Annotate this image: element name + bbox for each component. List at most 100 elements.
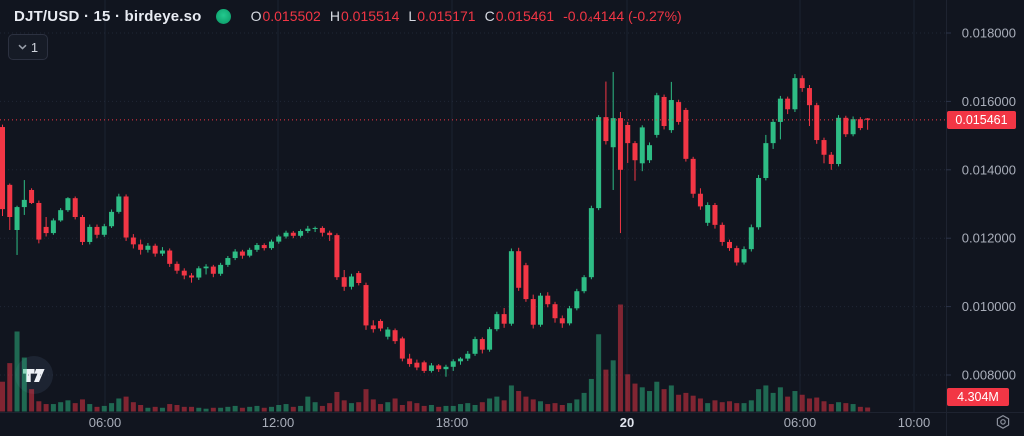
volume-bar (814, 397, 820, 412)
volume-bar (247, 406, 253, 412)
volume-bar (806, 398, 812, 412)
volume-bar (0, 381, 5, 412)
candle-down (690, 158, 696, 194)
volume-bar (857, 406, 863, 412)
volume-bar (298, 405, 304, 412)
candle-down (174, 263, 180, 271)
candle-up (458, 358, 464, 362)
candle-down (712, 205, 718, 225)
candle-up (385, 329, 391, 337)
volume-bar (356, 402, 362, 412)
settings-button[interactable] (991, 411, 1015, 433)
volume-bar (123, 396, 129, 412)
candle-down (828, 154, 834, 164)
volume-bar (7, 363, 13, 412)
volume-bar (203, 408, 209, 412)
candle-up (283, 232, 289, 237)
volume-bar (43, 404, 49, 412)
candle-up (428, 365, 434, 371)
status-dot (215, 8, 231, 24)
candle-down (363, 285, 369, 326)
volume-bar (334, 391, 340, 412)
candle-down (152, 245, 158, 254)
volume-bar (428, 404, 434, 412)
candle-down (421, 362, 427, 371)
interval-dropdown-button[interactable]: 1 (8, 34, 48, 60)
volume-bar (261, 407, 267, 412)
legend-low: L 0.015171 (408, 8, 475, 24)
ohlc-legend: O 0.015502 H 0.015514 L 0.015171 C 0.015… (251, 8, 682, 24)
volume-bar (232, 405, 238, 412)
candle-down (814, 105, 820, 141)
volume-bar (719, 402, 725, 412)
volume-bar (828, 404, 834, 412)
volume-bar (21, 357, 27, 412)
time-axis-label: 12:00 (262, 415, 295, 430)
volume-bar (407, 401, 413, 412)
symbol-title[interactable]: DJT/USD · 15 · birdeye.so (14, 7, 202, 25)
volume-bar (159, 407, 165, 412)
volume-bar (50, 404, 56, 412)
price-axis-label: 0.016000 (962, 94, 1016, 109)
volume-bar (545, 404, 551, 412)
volume-bar (181, 406, 187, 412)
volume-bar (14, 331, 20, 412)
candle-up (312, 227, 318, 229)
candle-down (683, 109, 689, 159)
candle-up (305, 228, 311, 232)
volume-bar (785, 396, 791, 412)
low-label: L (408, 8, 417, 24)
volume-bar (552, 403, 558, 412)
volume-bar (734, 403, 740, 412)
candle-down (552, 304, 558, 319)
candle-down (436, 365, 442, 370)
candle-down (414, 362, 420, 368)
last-volume-badge: 4.304M (947, 388, 1009, 406)
candle-up (196, 268, 202, 278)
volume-bar (443, 405, 449, 412)
volume-bar (508, 385, 514, 412)
candle-down (727, 241, 732, 249)
candle-down (865, 118, 871, 120)
volume-bar (283, 404, 289, 412)
candle-up (116, 196, 122, 212)
volume-bar (65, 400, 71, 412)
volume-bar (414, 403, 420, 412)
volume-bar (777, 387, 783, 412)
candle-up (465, 353, 471, 359)
price-axis-label: 0.018000 (962, 26, 1016, 41)
candle-up (777, 98, 783, 122)
candle-up (705, 205, 711, 223)
volume-bar (697, 398, 703, 412)
candle-up (145, 245, 151, 250)
volume-bar (36, 401, 42, 412)
volume-bar (792, 391, 798, 412)
last-price-badge: 0.015461 (947, 111, 1016, 129)
volume-bar (770, 392, 776, 412)
volume-bar (348, 403, 354, 412)
legend-high: H 0.015514 (330, 8, 400, 24)
candle-up (741, 249, 747, 263)
volume-bar (29, 389, 35, 412)
candle-up (50, 220, 56, 234)
candle-up (58, 210, 64, 221)
legend-open: O 0.015502 (251, 8, 321, 24)
time-axis-label: 20 (620, 415, 634, 430)
tradingview-logo[interactable] (15, 356, 53, 394)
candle-down (407, 358, 413, 365)
candle-down (370, 325, 376, 330)
volume-bar (319, 405, 325, 412)
candle-up (756, 178, 762, 228)
volume-bar (378, 404, 384, 412)
volume-bar (712, 400, 718, 412)
volume-bar (596, 334, 602, 412)
volume-bar (690, 395, 696, 412)
volume-bar (647, 391, 653, 412)
volume-bar (145, 407, 151, 412)
high-label: H (329, 8, 340, 24)
candle-up (770, 121, 776, 144)
candle-up (836, 117, 842, 164)
close-value: 0.015461 (495, 8, 555, 24)
candle-up (232, 251, 238, 259)
